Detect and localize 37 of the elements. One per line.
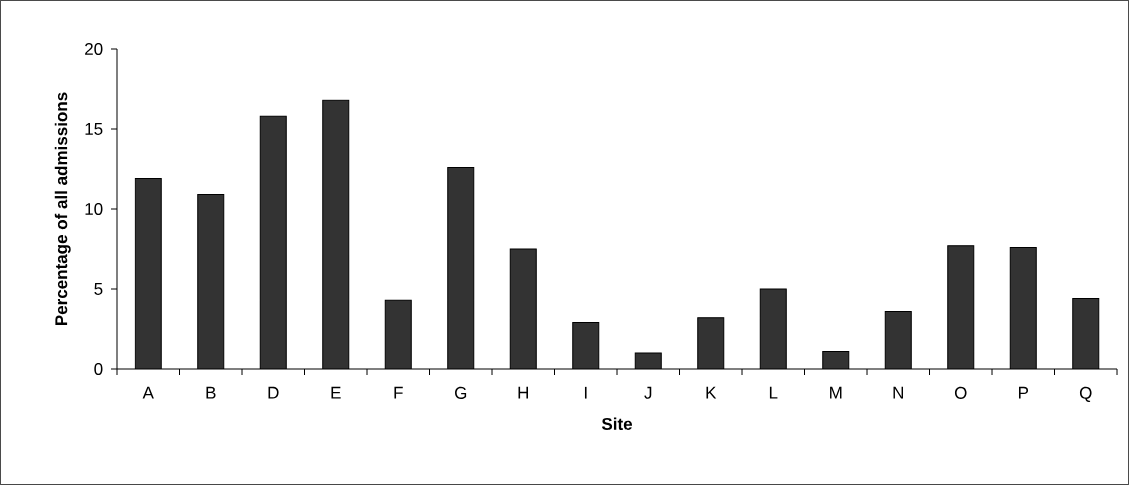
y-tick-label: 20 [85, 42, 103, 56]
x-tick-label: Q [1079, 386, 1092, 402]
x-tick-label: K [706, 386, 717, 399]
x-tick-label: O [954, 386, 967, 399]
x-tick-label: L [769, 386, 778, 399]
x-tick-label: F [394, 386, 403, 399]
bar [197, 194, 224, 369]
bar [135, 178, 162, 369]
bar [510, 249, 537, 369]
y-tick-label: 10 [85, 202, 103, 216]
y-tick-label: 0 [94, 362, 103, 376]
bar [885, 311, 912, 369]
x-tick-label: E [331, 386, 341, 399]
bar [260, 116, 287, 369]
x-axis-title: Site [601, 417, 633, 430]
x-tick-label: N [893, 386, 904, 399]
bar [1072, 298, 1100, 369]
x-tick-label: B [206, 386, 216, 399]
x-tick-label: A [142, 386, 154, 399]
bar [1010, 247, 1037, 369]
x-tick-label: J [644, 386, 652, 399]
x-tick-label: P [1018, 386, 1029, 399]
bar [572, 322, 599, 369]
x-tick-label: I [584, 386, 587, 399]
bar [697, 317, 724, 369]
y-tick-label: 15 [85, 123, 103, 135]
bar [322, 100, 349, 369]
bar [947, 245, 974, 369]
bar [447, 167, 474, 369]
x-tick-label: D [268, 386, 279, 399]
x-tick-label: M [830, 386, 842, 399]
y-axis-title: Percentage of all admissions [54, 92, 71, 326]
y-tick-label: 5 [94, 283, 103, 295]
x-tick-label: H [518, 386, 528, 399]
bar [385, 300, 412, 369]
x-tick-label: G [455, 386, 467, 399]
bar [760, 289, 787, 369]
